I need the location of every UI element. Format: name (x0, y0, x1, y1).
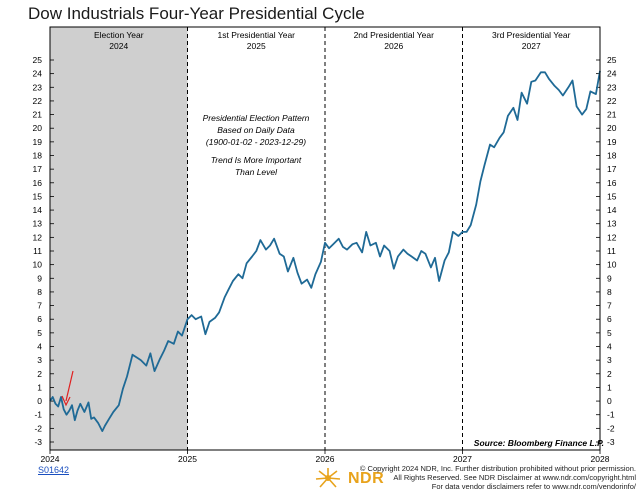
period-dividers (187, 27, 463, 450)
series-line (49, 70, 601, 432)
x-tick-2026: 2026 (316, 454, 335, 464)
period-label-2-line2: 2026 (384, 41, 403, 51)
y-tick-right-17: 17 (607, 164, 617, 174)
y-tick-left-4: 4 (37, 342, 42, 352)
annotation-block: Presidential Election Pattern Based on Da… (203, 113, 310, 177)
y-tick-left-21: 21 (33, 110, 43, 120)
annotation-line-4: Than Level (235, 167, 278, 177)
y-tick-right-24: 24 (607, 69, 617, 79)
plot-frame (49, 26, 601, 451)
y-tick-left-19: 19 (33, 137, 43, 147)
footer-disclaimers: © Copyright 2024 NDR, Inc. Further distr… (360, 464, 636, 491)
y-tick-right--2: -2 (607, 423, 615, 433)
y-tick-right-1: 1 (607, 382, 612, 392)
period-label-1-line2: 2025 (247, 41, 266, 51)
y-tick-left-23: 23 (33, 82, 43, 92)
y-tick-right-13: 13 (607, 219, 617, 229)
y-tick-right-9: 9 (607, 273, 612, 283)
y-tick-right-8: 8 (607, 287, 612, 297)
x-axis: 2024 2025 2026 2027 2028 (41, 450, 610, 464)
x-tick-2025: 2025 (178, 454, 197, 464)
y-tick-right-4: 4 (607, 342, 612, 352)
y-tick-left-0: 0 (37, 396, 42, 406)
period-label-0-line2: 2024 (109, 41, 128, 51)
chart-id-link[interactable]: S01642 (38, 465, 70, 475)
y-tick-right-25: 25 (607, 55, 617, 65)
y-tick-right-15: 15 (607, 191, 617, 201)
x-tick-2028: 2028 (591, 454, 610, 464)
annotation-line-2: (1900-01-02 - 2023-12-29) (206, 137, 306, 147)
vendor-line[interactable]: For data vendor disclaimers refer to www… (431, 482, 636, 491)
y-tick-right-11: 11 (607, 246, 616, 256)
y-tick-left--1: -1 (34, 410, 42, 420)
period-label-0-line1: Election Year (94, 30, 144, 40)
y-tick-left-22: 22 (33, 96, 43, 106)
y-tick-right-23: 23 (607, 82, 617, 92)
copyright-line: © Copyright 2024 NDR, Inc. Further distr… (359, 464, 636, 473)
y-tick-left-7: 7 (37, 301, 42, 311)
y-tick-right--3: -3 (607, 437, 615, 447)
y-tick-left-11: 11 (33, 246, 42, 256)
y-tick-right-21: 21 (607, 110, 617, 120)
annotation-line-3: Trend Is More Important (211, 155, 302, 165)
disclaimer-line[interactable]: All Rights Reserved. See NDR Disclaimer … (393, 473, 636, 482)
annotation-line-1: Based on Daily Data (217, 125, 295, 135)
y-tick-left-6: 6 (37, 314, 42, 324)
y-tick-left--2: -2 (34, 423, 42, 433)
y-tick-right-7: 7 (607, 301, 612, 311)
y-tick-right-20: 20 (607, 123, 617, 133)
y-tick-left-14: 14 (33, 205, 43, 215)
y-tick-right-10: 10 (607, 260, 617, 270)
y-tick-left-2: 2 (37, 369, 42, 379)
chart-title: Dow Industrials Four-Year Presidential C… (28, 4, 365, 23)
y-tick-left-10: 10 (33, 260, 43, 270)
period-label-3-line1: 3rd Presidential Year (492, 30, 571, 40)
y-tick-right-18: 18 (607, 151, 617, 161)
y-tick-left-1: 1 (37, 382, 42, 392)
ndr-logo-text: NDR (348, 470, 385, 487)
y-tick-left-3: 3 (37, 355, 42, 365)
red-arrow-annotation (61, 370, 74, 407)
y-tick-right-12: 12 (607, 232, 617, 242)
y-axis-right: -3-2-10123456789101112131415161718192021… (596, 55, 617, 447)
y-tick-left-17: 17 (33, 164, 43, 174)
y-tick-right-22: 22 (607, 96, 617, 106)
y-tick-left-24: 24 (33, 69, 43, 79)
y-tick-left-8: 8 (37, 287, 42, 297)
y-axis-left: -3-2-10123456789101112131415161718192021… (33, 55, 54, 447)
y-tick-right-19: 19 (607, 137, 617, 147)
y-tick-right-5: 5 (607, 328, 612, 338)
ndr-logo-icon (315, 468, 341, 488)
annotation-line-0: Presidential Election Pattern (203, 113, 310, 123)
y-tick-right-16: 16 (607, 178, 617, 188)
period-label-2-line1: 2nd Presidential Year (354, 30, 435, 40)
y-tick-right--1: -1 (607, 410, 615, 420)
y-tick-right-14: 14 (607, 205, 617, 215)
source-note: Source: Bloomberg Finance L.P. (474, 438, 604, 448)
y-tick-right-3: 3 (607, 355, 612, 365)
period-label-3-line2: 2027 (522, 41, 541, 51)
y-tick-right-6: 6 (607, 314, 612, 324)
y-tick-right-0: 0 (607, 396, 612, 406)
x-tick-2027: 2027 (453, 454, 472, 464)
y-tick-left-16: 16 (33, 178, 43, 188)
period-label-1-line1: 1st Presidential Year (218, 30, 296, 40)
y-tick-left-12: 12 (33, 232, 43, 242)
x-tick-2024: 2024 (41, 454, 60, 464)
y-tick-left-18: 18 (33, 151, 43, 161)
y-tick-left-13: 13 (33, 219, 43, 229)
y-tick-left-25: 25 (33, 55, 43, 65)
y-tick-left--3: -3 (34, 437, 42, 447)
y-tick-left-15: 15 (33, 191, 43, 201)
y-tick-left-5: 5 (37, 328, 42, 338)
y-tick-left-9: 9 (37, 273, 42, 283)
election-year-highlight (50, 27, 188, 450)
y-tick-left-20: 20 (33, 123, 43, 133)
y-tick-right-2: 2 (607, 369, 612, 379)
